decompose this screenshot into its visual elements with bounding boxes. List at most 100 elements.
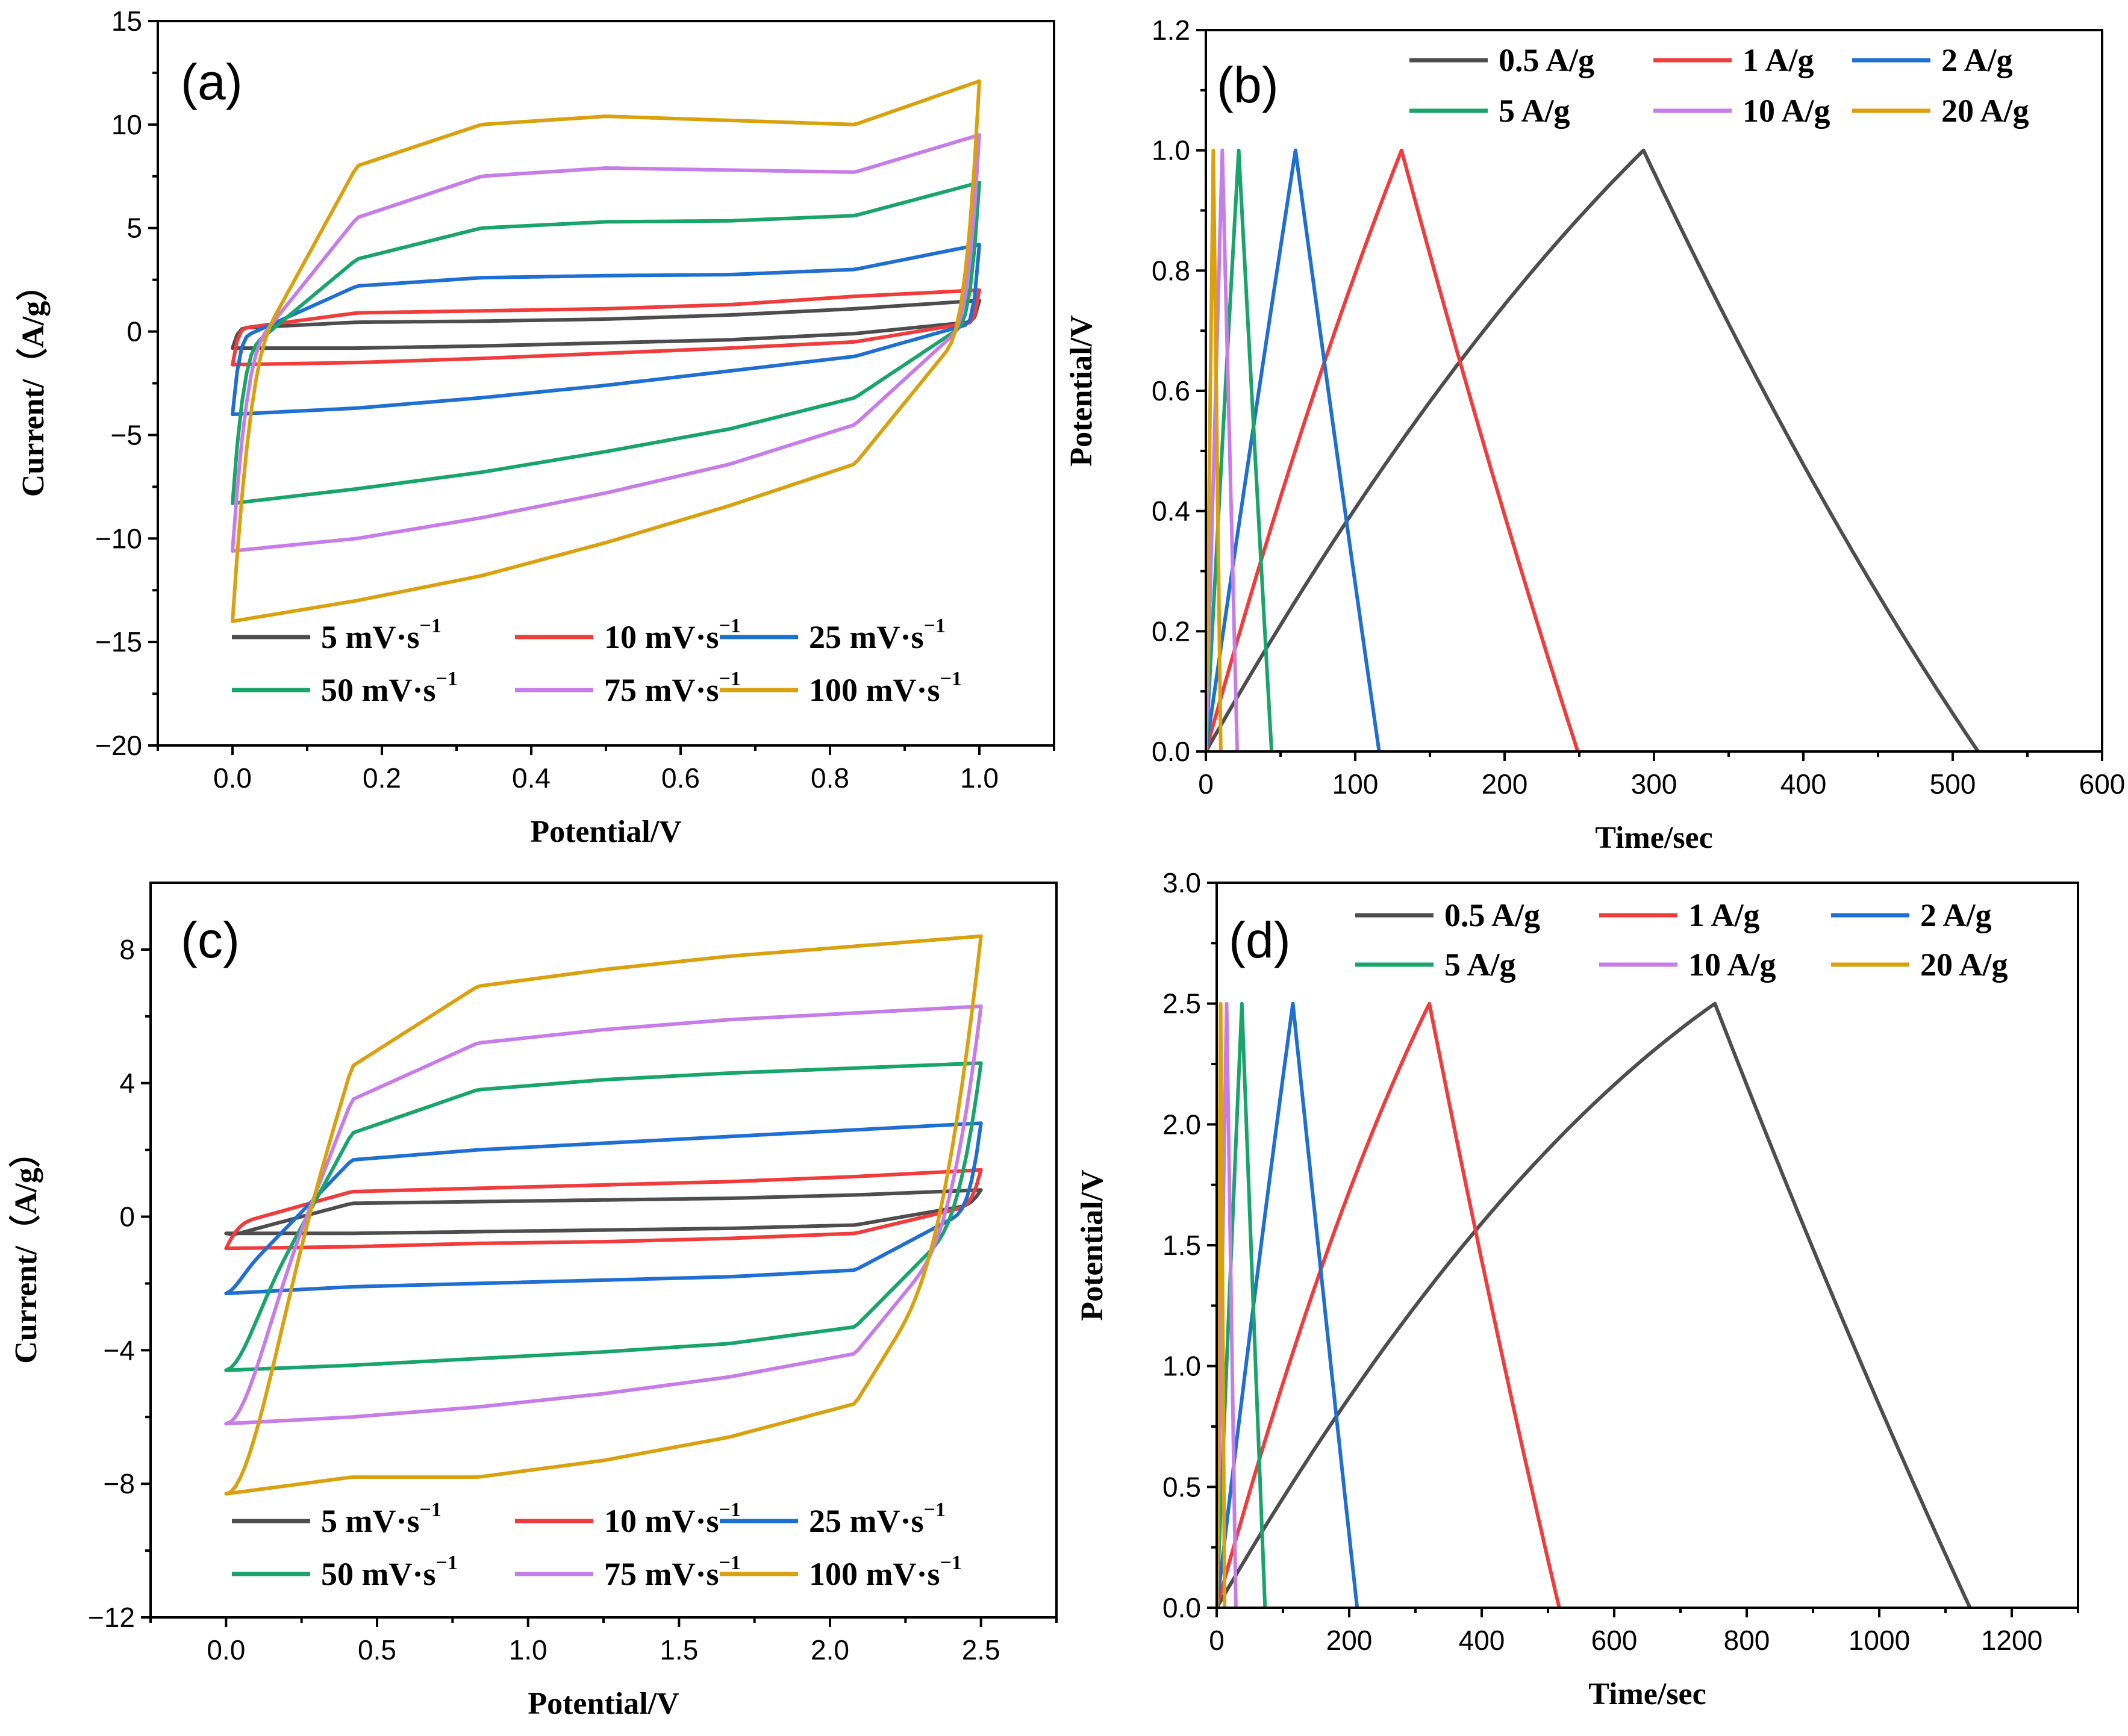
legend-item-d-5: 10 A/g xyxy=(1599,947,1776,983)
legend-label: 5 A/g xyxy=(1444,947,1516,983)
panel-label-c: (c) xyxy=(181,912,240,968)
x-tick-label-b: 100 xyxy=(1332,768,1379,800)
legend-item-b-1: 0.5 A/g xyxy=(1409,42,1594,78)
panel-label-a: (a) xyxy=(181,54,243,110)
legend-label: 2 A/g xyxy=(1941,42,2013,78)
x-tick-label-d: 400 xyxy=(1459,1625,1505,1656)
series-line-c-2 xyxy=(224,1168,983,1251)
legend-label: 25 mV·s−1 xyxy=(809,615,946,655)
series-line-d-2 xyxy=(1217,1001,1561,1608)
panel-c: 0.0 0.5 1.0 1.5 2.0 2.5 −12 −8 −4 0 4 8 Potential/V C… xyxy=(8,882,1058,1721)
series-line-d-3 xyxy=(1217,1001,1359,1608)
series-line-d-5 xyxy=(1217,1001,1238,1608)
legend-item-c-5: 75 mV·s−1 xyxy=(515,1552,741,1592)
legend-item-c-4: 50 mV·s−1 xyxy=(232,1552,458,1592)
x-tick-label-c: 1.5 xyxy=(660,1634,698,1666)
legend-label: 5 mV·s−1 xyxy=(321,1499,442,1539)
legend-superscript: −1 xyxy=(436,668,458,690)
x-tick-label-d: 0 xyxy=(1209,1625,1225,1656)
legend-item-b-3: 2 A/g xyxy=(1852,42,2013,78)
legend-label: 75 mV·s−1 xyxy=(604,668,741,708)
panel-a: 0.0 0.2 0.4 0.6 0.8 1.0 −20 −15 −10 −5 0 5 10 15 Poten… xyxy=(16,5,1055,849)
x-tick-label-d: 1000 xyxy=(1849,1625,1910,1656)
legend-label: 100 mV·s−1 xyxy=(809,1552,962,1592)
y-tick-label-b: 1.0 xyxy=(1152,135,1190,166)
y-tick-label-a: −15 xyxy=(95,626,142,658)
series-line-b-5 xyxy=(1206,148,1240,751)
x-axis-title-d: Time/sec xyxy=(1588,1677,1706,1711)
x-tick-label-c: 0.5 xyxy=(358,1634,396,1666)
x-tick-label-d: 800 xyxy=(1724,1625,1770,1656)
series-line-b-2 xyxy=(1206,148,1580,751)
y-tick-label-d: 2.0 xyxy=(1162,1109,1201,1140)
curves-a xyxy=(231,79,981,623)
legend-item-a-5: 75 mV·s−1 xyxy=(515,668,741,708)
x-tick-label-a: 0.6 xyxy=(661,762,700,794)
curves-b xyxy=(1206,148,1980,751)
y-tick-label-c: −4 xyxy=(104,1334,135,1366)
y-tick-label-d: 0.0 xyxy=(1162,1592,1201,1623)
y-tick-label-d: 1.5 xyxy=(1162,1230,1201,1261)
legend-item-c-2: 10 mV·s−1 xyxy=(515,1499,741,1539)
x-tick-label-a: 0.0 xyxy=(213,762,252,794)
y-tick-label-a: 15 xyxy=(111,5,142,37)
x-tick-label-a: 1.0 xyxy=(960,762,999,794)
legend-label: 10 mV·s−1 xyxy=(604,1499,741,1539)
series-line-a-6 xyxy=(231,79,981,623)
legend-superscript: −1 xyxy=(420,1499,442,1521)
panel-label-d: (d) xyxy=(1229,912,1291,968)
y-tick-label-a: 10 xyxy=(111,109,142,140)
y-tick-label-d: 2.5 xyxy=(1162,988,1201,1019)
legend-item-d-4: 5 A/g xyxy=(1355,947,1516,983)
y-tick-label-d: 0.5 xyxy=(1162,1471,1201,1502)
x-tick-label-b: 0 xyxy=(1198,768,1214,800)
legend-label: 5 mV·s−1 xyxy=(321,615,442,655)
y-tick-label-a: 5 xyxy=(126,213,142,244)
legend-superscript: −1 xyxy=(719,1552,741,1574)
series-line-b-6 xyxy=(1206,148,1223,751)
y-tick-label-b: 0.0 xyxy=(1152,736,1190,767)
x-tick-label-b: 600 xyxy=(2079,768,2126,800)
legend-item-a-2: 10 mV·s−1 xyxy=(515,615,741,655)
series-line-c-4 xyxy=(224,1061,983,1372)
legend-superscript: −1 xyxy=(719,1499,741,1521)
series-line-a-5 xyxy=(231,133,981,553)
panel-label-b: (b) xyxy=(1217,57,1279,113)
legend-item-d-1: 0.5 A/g xyxy=(1355,897,1540,933)
y-tick-label-b: 0.8 xyxy=(1152,255,1190,286)
x-tick-label-c: 2.0 xyxy=(811,1634,849,1666)
legend-item-c-3: 25 mV·s−1 xyxy=(720,1499,946,1539)
x-tick-label-d: 200 xyxy=(1326,1625,1373,1656)
x-tick-label-a: 0.2 xyxy=(363,762,401,794)
legend-item-c-6: 100 mV·s−1 xyxy=(720,1552,962,1592)
series-line-a-1 xyxy=(231,299,981,350)
series-line-a-4 xyxy=(231,181,981,505)
y-tick-label-b: 1.2 xyxy=(1152,14,1190,46)
legend-label: 0.5 A/g xyxy=(1444,897,1540,933)
x-axis-title-c: Potential/V xyxy=(528,1687,679,1721)
y-tick-label-b: 0.2 xyxy=(1152,615,1190,647)
curves-d xyxy=(1217,1001,1972,1608)
x-tick-label-c: 0.0 xyxy=(207,1634,245,1666)
curves-c xyxy=(224,934,983,1496)
x-tick-label-a: 0.4 xyxy=(512,762,551,794)
legend-superscript: −1 xyxy=(924,615,946,637)
legend-superscript: −1 xyxy=(436,1552,458,1574)
plot-frame-b xyxy=(1205,29,2103,753)
legend-label: 1 A/g xyxy=(1743,42,1814,78)
legend-label: 75 mV·s−1 xyxy=(604,1552,741,1592)
legend-label: 0.5 A/g xyxy=(1499,42,1594,78)
y-tick-label-a: −10 xyxy=(95,523,142,554)
legend-label: 1 A/g xyxy=(1688,897,1760,933)
legend-label: 25 mV·s−1 xyxy=(809,1499,946,1539)
legend-label: 20 A/g xyxy=(1941,93,2029,129)
legend-label: 2 A/g xyxy=(1920,897,1992,933)
y-axis-title-b: Potential/V xyxy=(1064,315,1099,466)
series-line-d-1 xyxy=(1217,1001,1972,1608)
x-tick-label-b: 500 xyxy=(1930,768,1976,800)
legend-item-a-4: 50 mV·s−1 xyxy=(232,668,458,708)
x-tick-label-b: 400 xyxy=(1780,768,1827,800)
panel-d: 0 200 400 600 800 1000 1200 0.0 0.5 1.0 1.5 2.0 2.5 3… xyxy=(1075,867,2079,1711)
y-tick-label-d: 1.0 xyxy=(1162,1351,1201,1382)
